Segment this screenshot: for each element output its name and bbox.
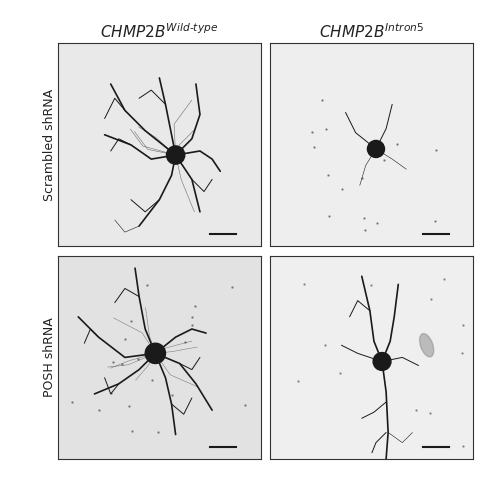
Text: $\mathit{CHMP2B}^{\mathit{Wild\text{-}type}}$: $\mathit{CHMP2B}^{\mathit{Wild\text{-}ty… (100, 22, 218, 41)
Ellipse shape (420, 334, 434, 357)
Text: $\mathit{CHMP2B}^{\mathit{Intron5}}$: $\mathit{CHMP2B}^{\mathit{Intron5}}$ (319, 22, 425, 41)
Text: Scrambled shRNA: Scrambled shRNA (43, 89, 56, 201)
Circle shape (167, 146, 185, 164)
Circle shape (373, 353, 391, 370)
Circle shape (145, 343, 166, 364)
Text: POSH shRNA: POSH shRNA (43, 317, 56, 398)
Circle shape (368, 141, 384, 157)
